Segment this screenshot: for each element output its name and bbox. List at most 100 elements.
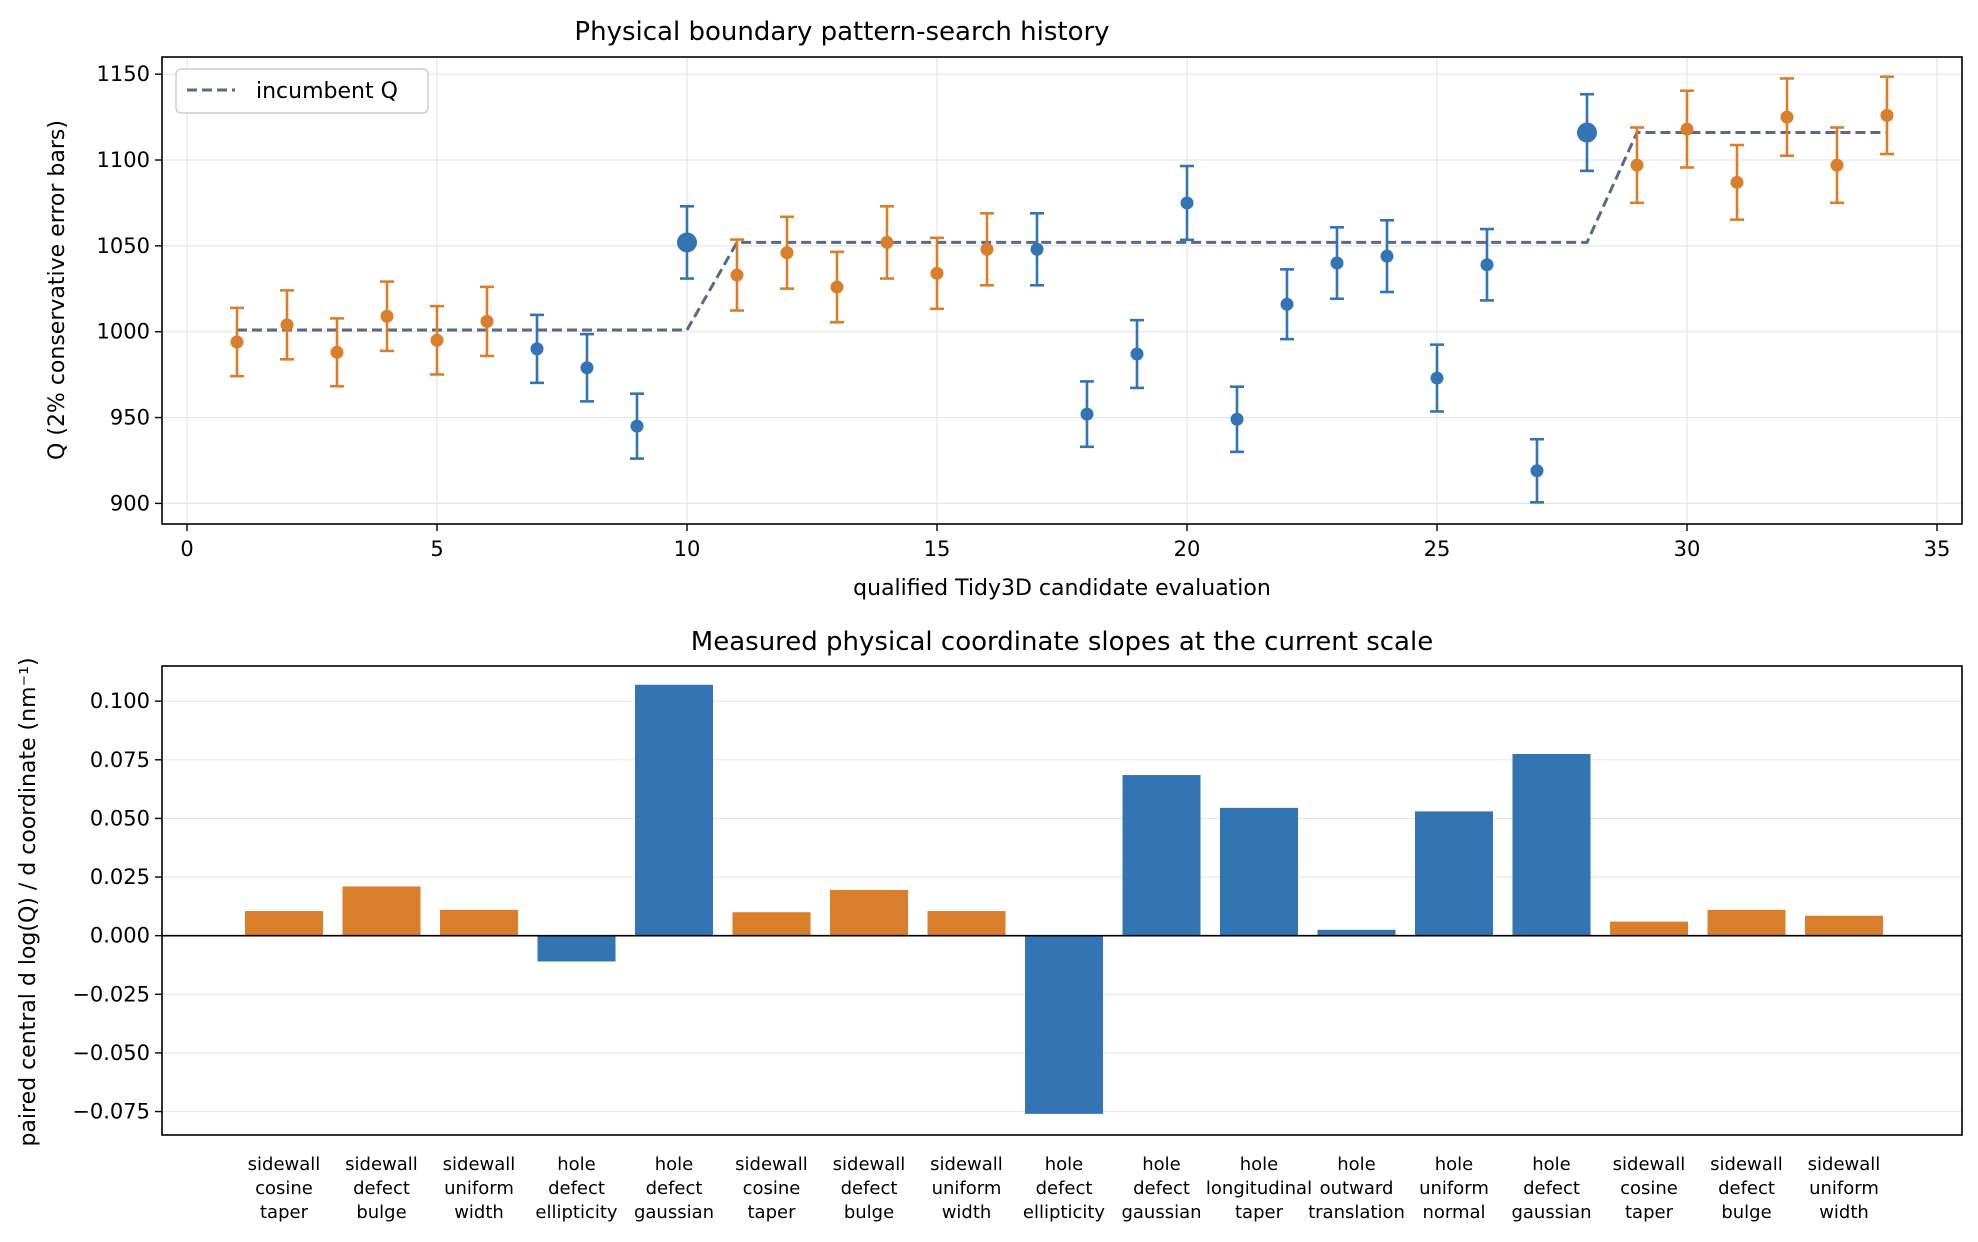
point-marker [1230,412,1244,426]
bar [927,911,1006,936]
y-tick-label: −0.025 [72,982,150,1006]
point-marker [280,318,294,332]
x-tick-label: 30 [1674,537,1701,561]
point-marker [677,232,697,253]
y-tick-label: 1050 [97,234,150,258]
y-tick-label: 900 [110,491,150,515]
data-point [280,289,294,361]
category-label-line: uniform [1419,1178,1489,1199]
x-tick-label: 0 [180,537,193,561]
legend-label: incumbent Q [256,79,398,104]
point-marker [1630,158,1644,172]
data-point [780,215,794,290]
point-marker [1730,175,1744,189]
point-marker [1577,122,1597,143]
category-label-line: sidewall [345,1154,418,1175]
legend: incumbent Q [175,68,429,114]
pattern-search-history-chart: Physical boundary pattern-search history… [45,17,1963,601]
data-points [230,75,1894,504]
point-marker [230,335,244,349]
y-tick-label: 1000 [97,320,150,344]
data-point [1880,75,1894,156]
point-marker [1530,464,1544,478]
y-tick-label: 950 [110,406,150,430]
category-label-line: hole [1045,1154,1084,1175]
category-label-line: bulge [844,1202,894,1223]
data-point [430,304,444,376]
incumbent-q-line [237,131,1887,332]
category-label: hole outward translation [1308,1154,1405,1223]
category-label-line: normal [1422,1202,1485,1223]
category-label-line: width [454,1202,504,1223]
category-label-line: sidewall [930,1154,1003,1175]
point-marker [330,345,344,359]
y-tick-label: 1150 [97,62,150,86]
category-label-line: taper [748,1202,797,1223]
data-point [930,236,944,311]
bar [440,909,518,936]
category-label-line: ellipticity [1023,1202,1106,1223]
y-axis-label: Q (2% conservative error bars) [45,120,70,460]
point-marker [630,419,644,433]
point-marker [830,280,844,294]
bar [830,889,908,936]
bar [537,935,616,962]
point-marker [1480,258,1494,272]
x-tick-label: 20 [1174,537,1201,561]
category-label-line: cosine [1620,1178,1678,1199]
category-label-line: defect [548,1178,605,1199]
point-marker [730,268,744,282]
x-tick-label: 35 [1924,537,1951,561]
axis-ticks: 0 5 10 15 20 25 30 35 900 950 1000 1050 1100 1150 [97,62,1951,561]
category-label-line: cosine [255,1178,313,1199]
point-marker [1830,158,1844,172]
category-label-line: longitudinal [1206,1178,1312,1199]
data-point [580,332,594,403]
point-marker [1180,196,1194,210]
point-marker [980,242,994,256]
bar [1317,929,1396,936]
point-marker [1680,122,1694,136]
category-label-line: sidewall [248,1154,321,1175]
data-point [1480,227,1494,302]
category-label: hole defect ellipticity [535,1154,618,1223]
data-point [1030,212,1044,287]
category-label-line: hole [1337,1154,1376,1175]
data-point [1530,437,1544,504]
category-label-line: sidewall [1710,1154,1783,1175]
point-marker [1380,249,1394,263]
plot-frame [161,665,1963,1136]
point-marker [430,333,444,347]
data-point [1780,77,1794,158]
category-label: sidewall uniform width [930,1154,1003,1223]
category-label-line: bulge [1721,1202,1771,1223]
category-label-line: defect [1133,1178,1190,1199]
category-label-line: sidewall [735,1154,808,1175]
point-marker [880,235,894,249]
category-label: hole defect ellipticity [1023,1154,1106,1223]
data-point [1330,226,1344,301]
category-label-line: defect [1036,1178,1093,1199]
data-point [677,205,697,280]
category-label: sidewall defect bulge [1710,1154,1783,1223]
data-point [1680,89,1694,169]
category-label: hole longitudinal taper [1206,1154,1312,1223]
category-label-line: gaussian [1121,1202,1201,1223]
category-label-line: outward [1320,1178,1394,1199]
data-point [1130,318,1144,390]
data-point [830,250,844,324]
x-tick-label: 25 [1424,537,1451,561]
category-label-line: cosine [743,1178,801,1199]
bar [245,911,323,936]
category-label-line: sidewall [833,1154,906,1175]
category-label-line: hole [1435,1154,1474,1175]
category-label: sidewall uniform width [1808,1154,1881,1223]
top-grid [162,57,1962,524]
x-tick-label: 10 [674,537,701,561]
category-label-line: defect [1523,1178,1580,1199]
bar [1122,775,1201,936]
point-marker [380,309,394,323]
point-marker [530,342,544,356]
point-marker [780,246,794,260]
